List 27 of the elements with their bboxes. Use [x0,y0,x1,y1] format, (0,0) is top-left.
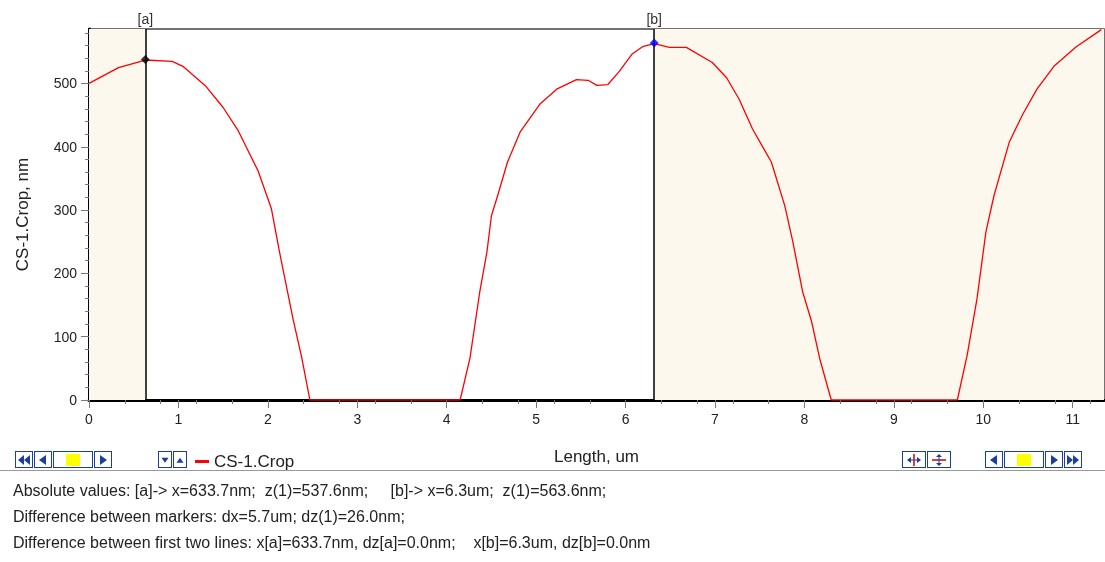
x-tick-label: 5 [532,411,541,427]
ref-line-label: [a] [137,11,154,27]
x-tick-label: 2 [263,411,272,427]
x-tick-label: 1 [174,411,183,427]
x-tick-label: 10 [975,411,992,427]
y-tick-label: 400 [53,138,78,155]
x-tick-label: 6 [621,411,630,427]
legend-label: CS-1.Crop [214,452,295,471]
y-tick-label: 200 [53,265,78,282]
y-tick-label: 0 [69,392,78,408]
y-tick-label: 300 [53,202,78,219]
y-axis-title: CS-1.Crop, nm [13,157,32,272]
x-tick-label: 3 [353,411,362,427]
line-series [88,28,1102,401]
ref-line-label: [b] [646,11,662,27]
text: Absolute values: [a]-> x=633.7nm; z(1)=537.6nm; [b]-> x=6.3um; z(1)=563.6nm; [13,481,608,501]
text: Difference between first two lines: x[a]=633.7nm, dz[a]=0.0nm; x[b]=6.3um, dz[b]=0.0nm [13,533,651,553]
x-tick-label: 9 [889,411,898,427]
x-tick-label: 7 [711,411,720,427]
x-tick-label: 0 [85,411,94,427]
text: Difference between markers: dx=5.7um; dz(1)=26.0nm; [13,507,406,527]
x-axis-title: Length, um [553,447,640,466]
y-tick-label: 100 [53,328,78,345]
x-tick-label: 4 [442,411,451,427]
y-tick-label: 500 [53,75,78,92]
x-tick-label: 8 [800,411,809,427]
x-tick-label: 11 [1065,411,1081,427]
